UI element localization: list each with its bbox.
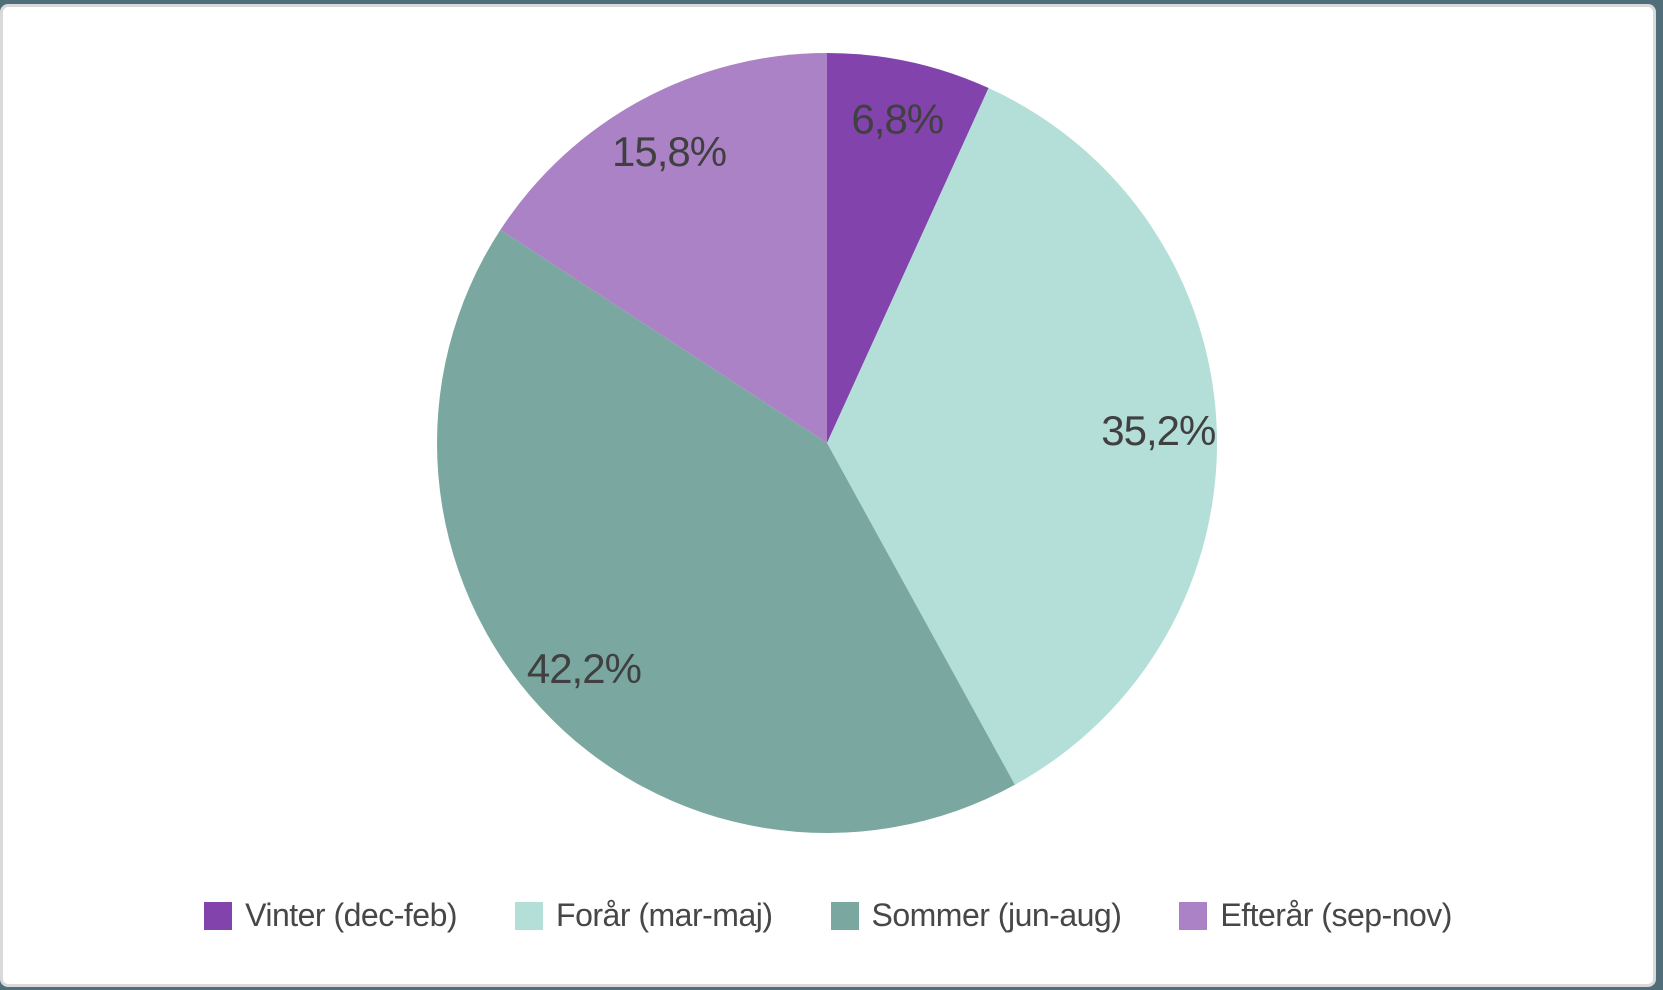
pie-slice-2[interactable] [436, 229, 1015, 833]
pie-slice-3[interactable] [500, 53, 827, 443]
chart-area: 6,8% 35,2% 42,2% 15,8% Vinter (dec-feb) For… [3, 7, 1653, 984]
legend-item-vinter[interactable]: Vinter (dec-feb) [204, 897, 458, 934]
legend: Vinter (dec-feb) Forår (mar-maj) Sommer … [3, 897, 1653, 934]
legend-label-vinter: Vinter (dec-feb) [245, 897, 458, 933]
slice-label-3: 15,8% [612, 128, 726, 175]
pie-chart: 6,8% 35,2% 42,2% 15,8% [436, 53, 1217, 833]
pie-slice-0[interactable] [827, 53, 989, 443]
legend-swatch-sommer [830, 901, 859, 930]
legend-label-efteraar: Efterår (sep-nov) [1220, 897, 1452, 933]
legend-swatch-efteraar [1179, 901, 1208, 930]
slice-label-1: 35,2% [1101, 407, 1215, 454]
pie-slice-1[interactable] [827, 88, 1217, 785]
legend-item-efteraar[interactable]: Efterår (sep-nov) [1179, 897, 1452, 934]
legend-swatch-vinter [204, 901, 233, 930]
legend-item-sommer[interactable]: Sommer (jun-aug) [830, 897, 1122, 934]
slice-label-2: 42,2% [527, 645, 641, 692]
legend-swatch-foraar [515, 901, 544, 930]
chart-panel: 6,8% 35,2% 42,2% 15,8% Vinter (dec-feb) For… [0, 4, 1656, 987]
legend-label-sommer: Sommer (jun-aug) [871, 897, 1122, 933]
slice-label-0: 6,8% [851, 96, 943, 143]
legend-item-foraar[interactable]: Forår (mar-maj) [515, 897, 773, 934]
legend-label-foraar: Forår (mar-maj) [556, 897, 773, 933]
